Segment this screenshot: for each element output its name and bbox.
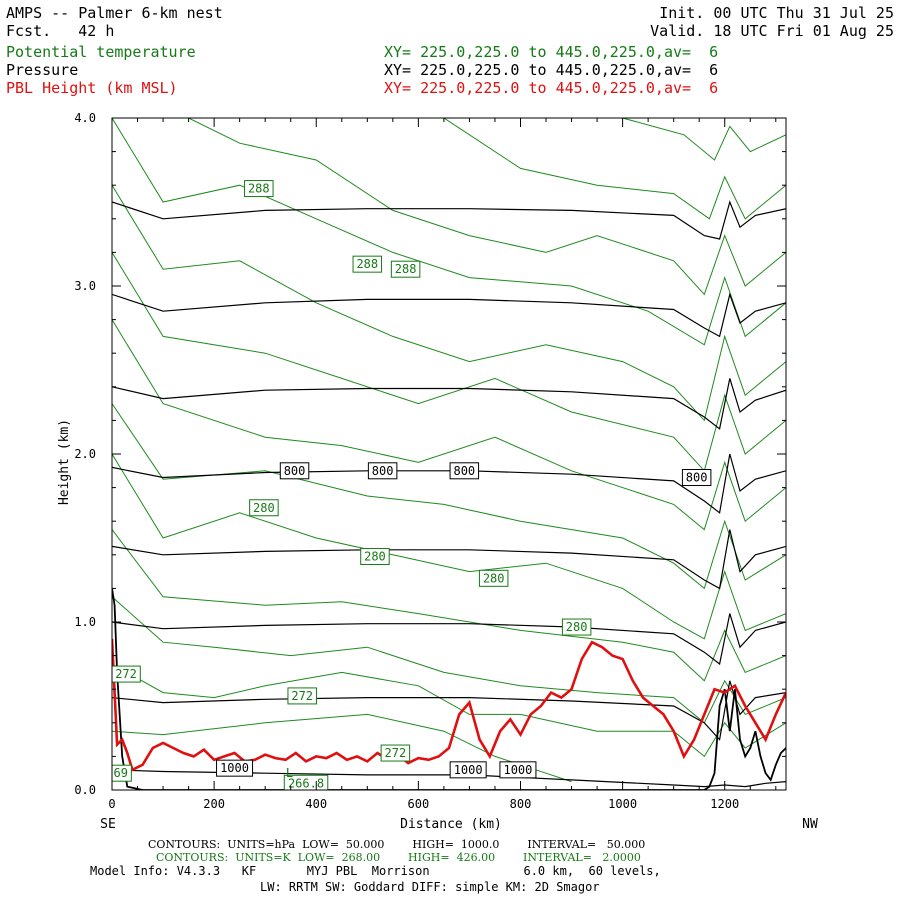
- theta-label-11: 269: [106, 766, 128, 780]
- theta-label-5: 280: [483, 571, 505, 585]
- x-tick-label-5: 1000: [608, 797, 637, 811]
- footer-physics-info: LW: RRTM SW: Goddard DIFF: simple KM: 2D…: [260, 880, 600, 894]
- pressure-contour-1000: [112, 769, 786, 788]
- pressure-label-5: 800: [453, 464, 475, 478]
- y-tick-label-3: 3.0: [74, 279, 96, 293]
- pressure-label-2: 1000: [503, 763, 532, 777]
- xsect-theta: XY= 225.0,225.0 to 445.0,225.0,av= 6: [384, 43, 719, 61]
- y-tick-label-1: 1.0: [74, 615, 96, 629]
- theta-contour-1: [112, 663, 786, 758]
- valid-time: Valid. 18 UTC Fri 01 Aug 25: [650, 22, 894, 40]
- theta-label-5-box: [478, 569, 509, 587]
- theta-label-7: 272: [115, 667, 137, 681]
- theta-label-1-box: [352, 255, 383, 273]
- x-tick-label-2: 400: [305, 797, 327, 811]
- pressure-label-0-box: [216, 759, 254, 777]
- theta-label-4-box: [360, 547, 390, 565]
- theta-label-3: 280: [253, 501, 275, 515]
- theta-contour-4: [112, 453, 786, 640]
- model-title: AMPS -- Palmer 6-km nest: [6, 4, 223, 22]
- pressure-label-5-box: [449, 462, 480, 480]
- theta-contour-8: [112, 184, 786, 422]
- theta-label-0-box: [244, 180, 274, 198]
- xsect-pbl: XY= 225.0,225.0 to 445.0,225.0,av= 6: [384, 79, 719, 97]
- theta-label-6: 280: [566, 620, 588, 634]
- theta-contour-3: [112, 529, 786, 682]
- theta-label-2-box: [390, 260, 421, 278]
- pressure-label-2-box: [499, 761, 537, 779]
- theta-label-10: 266.8: [288, 776, 324, 790]
- theta-label-11-box: [112, 764, 132, 782]
- x-end-label-left: SE: [100, 817, 116, 832]
- pressure-label-6-box: [681, 469, 712, 487]
- pressure-contour-650: [112, 200, 786, 240]
- x-tick-label-3: 600: [408, 797, 430, 811]
- y-axis-label: Height (km): [57, 419, 72, 505]
- pressure-label-4: 800: [372, 464, 394, 478]
- theta-contour-6: [112, 319, 786, 531]
- x-end-label-right: NW: [802, 817, 818, 832]
- pressure-contour-750: [112, 378, 786, 430]
- plot-frame: [111, 117, 787, 791]
- legend-pbl: PBL Height (km MSL): [6, 79, 178, 97]
- theta-label-8-box: [287, 687, 317, 705]
- theta-label-9: 272: [385, 746, 407, 760]
- x-axis-label: Distance (km): [400, 817, 502, 832]
- pressure-contour-850: [112, 529, 786, 590]
- pbl-height-line: [112, 638, 786, 772]
- theta-contour-10: [188, 118, 786, 296]
- x-tick-label-6: 1200: [710, 797, 739, 811]
- theta-label-1: 288: [356, 257, 378, 271]
- pressure-label-4-box: [367, 462, 398, 480]
- pressure-contour-900: [112, 613, 786, 666]
- forecast-hour: Fcst. 42 h: [6, 22, 115, 40]
- theta-label-10-box: [283, 774, 329, 790]
- xsect-pressure: XY= 225.0,225.0 to 445.0,225.0,av= 6: [384, 61, 719, 79]
- footer-pressure-contours: CONTOURS: UNITS=hPa LOW= 50.000 HIGH= 10…: [148, 838, 646, 851]
- pressure-contour-700: [112, 292, 786, 338]
- theta-label-7-box: [112, 665, 141, 683]
- theta-contour-7: [112, 252, 786, 472]
- theta-contour-11: [443, 118, 786, 220]
- x-tick-label-1: 200: [203, 797, 225, 811]
- y-tick-label-2: 2.0: [74, 447, 96, 461]
- theta-label-4: 280: [364, 549, 386, 563]
- legend-pressure: Pressure: [6, 61, 79, 79]
- x-tick-label-4: 800: [510, 797, 532, 811]
- theta-contour-9: [112, 118, 786, 346]
- low-marker: L: [286, 766, 293, 780]
- theta-label-3-box: [249, 499, 279, 517]
- y-tick-label-4: 4.0: [74, 111, 96, 125]
- legend-theta: Potential temperature: [6, 43, 196, 61]
- y-tick-label-0: 0.0: [74, 783, 96, 797]
- pressure-label-3: 800: [284, 464, 306, 478]
- theta-label-0: 288: [248, 182, 270, 196]
- pressure-label-1-box: [449, 761, 487, 779]
- theta-contour-5: [112, 403, 786, 590]
- theta-contour-2: [112, 596, 786, 724]
- theta-contour-0: [112, 713, 572, 783]
- pressure-contour-950: [112, 680, 786, 741]
- theta-label-8: 272: [291, 689, 313, 703]
- pressure-contour-800: [112, 453, 786, 514]
- terrain-line: [112, 588, 786, 790]
- footer-theta-contours: CONTOURS: UNITS=K LOW= 268.00 HIGH= 426.…: [156, 851, 641, 864]
- footer-model-info: Model Info: V4.3.3 KF MYJ PBL Morrison 6…: [90, 864, 661, 878]
- theta-label-2: 288: [395, 262, 417, 276]
- pressure-label-0: 1000: [220, 761, 249, 775]
- x-tick-label-0: 0: [108, 797, 115, 811]
- theta-label-6-box: [561, 618, 592, 636]
- plot-area: 288 288 288 280 280 280 280 272 272 272 266.8 269 10…: [106, 118, 786, 790]
- theta-label-9-box: [380, 744, 411, 762]
- pressure-label-3-box: [279, 462, 310, 480]
- pressure-label-6: 800: [686, 471, 708, 485]
- pressure-label-1: 1000: [454, 763, 483, 777]
- init-time: Init. 00 UTC Thu 31 Jul 25: [659, 4, 894, 22]
- theta-contour-12: [622, 118, 786, 161]
